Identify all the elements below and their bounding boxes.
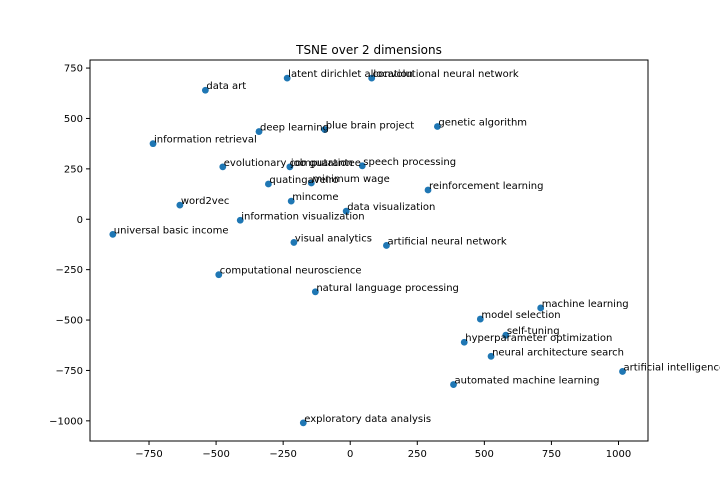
plot-frame <box>89 59 649 442</box>
point-label: universal basic income <box>114 225 229 236</box>
axis-ticks: −750 −500 −250 0 250 500 750 1000 750 500 250 0 −250… <box>49 64 631 460</box>
data-point <box>487 352 495 360</box>
point-label: self-tuning <box>507 326 560 337</box>
point-label: exploratory data analysis <box>304 414 431 425</box>
data-point <box>368 74 376 82</box>
point-label: genetic algorithm <box>438 118 527 129</box>
y-tick-label: 750 <box>64 64 83 75</box>
y-tick-label: −250 <box>56 265 83 276</box>
point-label: automated machine learning <box>455 376 600 387</box>
point-label: model selection <box>481 310 560 321</box>
data-point <box>299 419 307 427</box>
x-tick-label: 250 <box>408 449 427 460</box>
point-label: information visualization <box>241 211 364 222</box>
x-tick-label: −750 <box>135 449 162 460</box>
data-point <box>311 288 319 296</box>
x-tick-label: −500 <box>202 449 229 460</box>
point-label: word2vec <box>181 196 230 207</box>
data-point <box>287 197 295 205</box>
data-point <box>383 242 390 249</box>
point-label: minimum wage <box>312 174 389 185</box>
y-tick-label: 500 <box>64 114 83 125</box>
point-label: data visualization <box>347 202 435 213</box>
y-tick-label: −1000 <box>49 416 83 427</box>
x-tick-label: 500 <box>475 449 494 460</box>
point-label: convolutional neural network <box>373 69 519 80</box>
point-label: speech processing <box>363 157 456 168</box>
data-point <box>286 163 294 171</box>
y-tick-label: −750 <box>56 366 83 377</box>
data-point <box>424 186 432 194</box>
data-point <box>321 126 329 133</box>
point-label: information retrieval <box>154 135 257 146</box>
data-point <box>460 338 468 346</box>
point-label: computational neuroscience <box>220 266 362 277</box>
point-label: mincome <box>292 192 338 203</box>
point-label: machine learning <box>542 299 629 310</box>
data-points <box>109 74 626 427</box>
data-point <box>476 315 484 323</box>
data-point <box>215 271 223 279</box>
data-point <box>537 304 545 312</box>
data-point <box>109 230 117 238</box>
data-point <box>307 179 315 187</box>
point-label: natural language processing <box>316 283 459 294</box>
chart-title: TSNE over 2 dimensions <box>295 43 442 57</box>
data-point <box>358 162 366 170</box>
point-label: hyperparameter optimization <box>465 333 612 344</box>
point-label: deep learning <box>260 123 329 134</box>
data-point <box>176 201 184 209</box>
data-point <box>619 368 626 375</box>
data-point <box>502 331 510 339</box>
data-point <box>201 86 209 94</box>
point-label: data art <box>206 81 246 92</box>
x-tick-label: −250 <box>269 449 296 460</box>
point-label: visual analytics <box>295 233 372 244</box>
data-point <box>283 74 291 82</box>
point-label: reinforcement learning <box>429 181 543 192</box>
data-point <box>264 180 272 188</box>
point-label: quatingaveiro <box>269 175 338 186</box>
point-label: evolutionary computation <box>224 158 353 169</box>
point-label: artificial neural network <box>387 236 506 247</box>
data-point <box>255 128 263 135</box>
data-point <box>219 163 227 171</box>
x-tick-label: 750 <box>542 449 561 460</box>
data-point <box>149 140 157 148</box>
x-tick-label: 1000 <box>606 449 631 460</box>
y-tick-label: −500 <box>56 316 83 327</box>
point-label: blue brain project <box>326 121 414 132</box>
data-point <box>342 207 350 215</box>
point-label: neural architecture search <box>492 347 624 358</box>
point-label: artificial intelligence <box>624 362 720 373</box>
x-tick-label: 0 <box>347 449 353 460</box>
data-point <box>450 381 457 388</box>
data-point <box>290 239 298 246</box>
point-label: job guarantee <box>290 158 361 169</box>
point-label: latent dirichlet allocation <box>288 69 413 80</box>
y-tick-label: 0 <box>77 215 83 226</box>
y-tick-label: 250 <box>64 164 83 175</box>
data-point <box>236 216 244 224</box>
point-labels: latent dirichlet allocationconvolutional… <box>114 69 720 425</box>
data-point <box>434 123 441 130</box>
